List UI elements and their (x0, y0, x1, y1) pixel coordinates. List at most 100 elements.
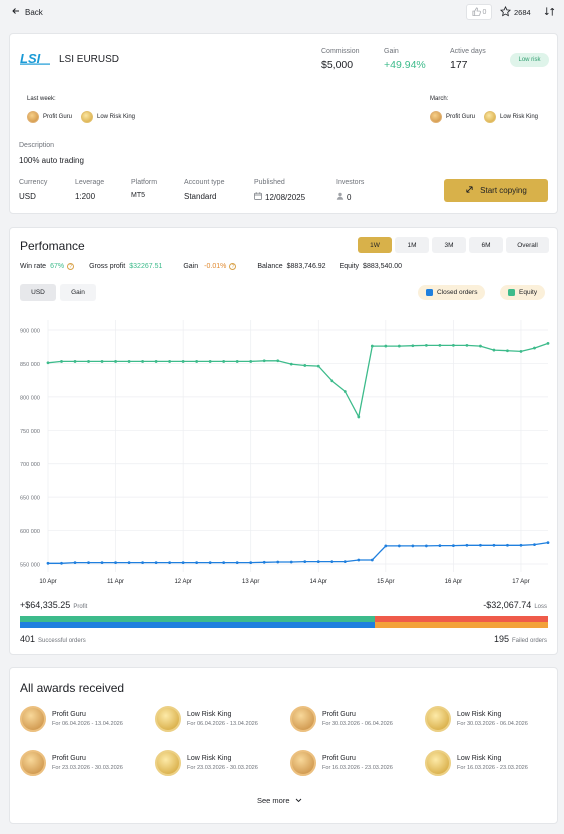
award-item: Profit Guru For 06.04.2026 - 13.04.2026 (20, 706, 123, 732)
y-tick-label: 900 000 (20, 329, 40, 335)
x-tick-label: 12 Apr (174, 579, 191, 585)
like-count: 0 (482, 8, 487, 16)
x-tick-label: 14 Apr (310, 579, 327, 585)
data-point (546, 541, 550, 544)
data-point (424, 344, 428, 347)
copy-trade-icon (465, 185, 474, 196)
balance-value: $883,746.92 (286, 263, 326, 270)
range-1m-button[interactable]: 1M (395, 237, 429, 253)
performance-title: Perfomance (20, 239, 85, 253)
info-icon: ? (67, 263, 75, 270)
award-name: Profit Guru (52, 755, 86, 762)
failed-bar (375, 616, 548, 628)
data-point (154, 360, 158, 363)
favorite-button[interactable]: 2684 (499, 5, 531, 19)
usd-toggle[interactable]: USD (20, 284, 56, 301)
award-item: Profit Guru For 30.03.2026 - 06.04.2026 (290, 706, 393, 732)
user-icon (336, 192, 344, 202)
y-tick-label: 700 000 (20, 462, 40, 468)
strategy-name: LSI EURUSD (59, 54, 120, 65)
data-point (316, 560, 320, 564)
star-icon (499, 5, 512, 19)
award-item: Low Risk King For 16.03.2026 - 23.03.2026 (425, 750, 528, 776)
gain-toggle[interactable]: Gain (60, 284, 96, 301)
data-point (370, 558, 374, 562)
star-count: 2684 (514, 8, 531, 17)
award-item: Profit Guru For 16.03.2026 - 23.03.2026 (290, 750, 393, 776)
range-3m-button[interactable]: 3M (432, 237, 466, 253)
low-risk-king-crown-icon (155, 706, 181, 732)
profit-guru-medal-icon (20, 706, 46, 732)
data-point (370, 344, 374, 348)
award-item: Low Risk King For 06.04.2026 - 13.04.2026 (155, 706, 258, 732)
back-button[interactable]: Back (12, 7, 43, 17)
data-point (465, 543, 469, 547)
gross-profit-value: $32267.51 (129, 263, 163, 270)
legend-equity[interactable]: Equity (500, 285, 546, 300)
detail-published: Published 12/08/2025 (254, 179, 306, 202)
data-point (438, 344, 442, 347)
data-point (222, 561, 226, 565)
back-label: Back (25, 7, 43, 17)
data-point (46, 361, 50, 365)
data-point (100, 360, 104, 363)
low-risk-king-crown-icon (155, 750, 181, 776)
month-award-low-risk-king: Low Risk King (484, 111, 538, 123)
data-point (479, 543, 482, 547)
profit-guru-medal-icon (27, 111, 39, 123)
data-point (289, 362, 293, 366)
failed-orders: 195 Failed orders (493, 634, 547, 644)
data-point (100, 561, 104, 565)
stat-active-days: Active days 177 (450, 48, 486, 71)
range-6m-button[interactable]: 6M (469, 237, 503, 253)
data-point (127, 360, 131, 363)
gain-value: -0.01% (204, 263, 227, 270)
svg-text:LSI: LSI (20, 52, 41, 65)
see-more-button[interactable]: See more (257, 796, 302, 805)
data-point (411, 544, 415, 548)
data-point (141, 561, 144, 565)
last-week-award-low-risk-king: Low Risk King (81, 111, 135, 123)
range-1w-button[interactable]: 1W (358, 237, 392, 253)
data-point (519, 350, 523, 353)
profit-guru-medal-icon (290, 750, 316, 776)
checkbox-icon (426, 289, 433, 296)
y-tick-label: 650 000 (20, 496, 40, 502)
stat-commission: Commission $5,000 (321, 48, 360, 71)
data-point (114, 360, 117, 363)
performance-card: Perfomance 1W 1M 3M 6M Overall Win rate … (9, 227, 558, 655)
chevron-down-icon (295, 796, 302, 805)
successful-orders: 401 Successful orders (20, 634, 86, 644)
data-point (208, 561, 212, 565)
data-point (533, 543, 536, 546)
data-point (289, 560, 293, 564)
data-point (181, 360, 185, 363)
data-point (46, 561, 50, 565)
success-bar (20, 616, 376, 628)
series-line-equity (47, 342, 549, 419)
x-tick-label: 13 Apr (242, 579, 259, 585)
low-risk-king-crown-icon (425, 706, 451, 732)
awards-card: All awards received See more Profit Guru… (9, 667, 558, 824)
data-point (343, 390, 347, 393)
profit-guru-medal-icon (430, 111, 442, 123)
data-point (303, 560, 307, 564)
start-copying-button[interactable]: Start copying (444, 179, 548, 202)
legend-closed-orders[interactable]: Closed orders (418, 285, 486, 300)
compare-button[interactable] (544, 6, 555, 19)
data-point (303, 364, 307, 367)
data-point (181, 561, 185, 565)
data-point (127, 561, 131, 565)
low-risk-king-crown-icon (484, 111, 496, 123)
data-point (249, 360, 253, 363)
award-dates: For 06.04.2026 - 13.04.2026 (52, 721, 123, 727)
x-tick-label: 16 Apr (445, 579, 462, 585)
top-bar: Back 0 2684 (0, 0, 564, 26)
data-point (384, 344, 388, 348)
loss-value: -$32,067.74 (483, 600, 532, 610)
profit-guru-medal-icon (20, 750, 46, 776)
like-button[interactable]: 0 (466, 4, 492, 20)
range-overall-button[interactable]: Overall (506, 237, 549, 253)
x-tick-label: 10 Apr (39, 579, 56, 585)
data-point (235, 360, 239, 363)
